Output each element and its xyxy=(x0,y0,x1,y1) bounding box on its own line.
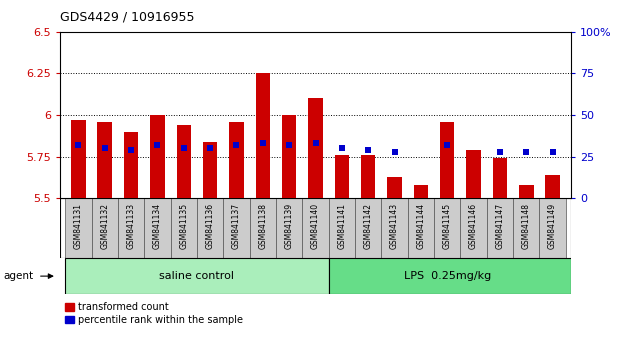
Text: GSM841147: GSM841147 xyxy=(495,203,504,249)
Bar xyxy=(466,150,481,198)
Text: GSM841135: GSM841135 xyxy=(179,203,188,249)
Text: GSM841131: GSM841131 xyxy=(74,203,83,249)
Text: GSM841140: GSM841140 xyxy=(311,203,320,249)
Bar xyxy=(203,142,217,198)
Text: GSM841133: GSM841133 xyxy=(127,203,136,249)
Bar xyxy=(250,198,276,258)
Text: GSM841141: GSM841141 xyxy=(338,203,346,249)
Bar xyxy=(223,198,250,258)
Text: GSM841138: GSM841138 xyxy=(258,203,268,249)
Bar xyxy=(493,158,507,198)
Bar xyxy=(177,125,191,198)
Text: GSM841137: GSM841137 xyxy=(232,203,241,249)
Text: saline control: saline control xyxy=(160,271,235,281)
Text: GSM841136: GSM841136 xyxy=(206,203,215,249)
Bar xyxy=(229,122,244,198)
Bar xyxy=(65,258,329,294)
Text: GSM841132: GSM841132 xyxy=(100,203,109,249)
Bar xyxy=(144,198,170,258)
Text: GSM841144: GSM841144 xyxy=(416,203,425,249)
Bar xyxy=(118,198,144,258)
Text: GSM841134: GSM841134 xyxy=(153,203,162,249)
Bar xyxy=(91,198,118,258)
Bar xyxy=(334,155,349,198)
Bar xyxy=(329,198,355,258)
Text: GSM841146: GSM841146 xyxy=(469,203,478,249)
Bar xyxy=(387,177,402,198)
Bar xyxy=(276,198,302,258)
Text: agent: agent xyxy=(3,271,33,281)
Text: GSM841148: GSM841148 xyxy=(522,203,531,249)
Bar xyxy=(197,198,223,258)
Bar xyxy=(408,198,434,258)
Text: GSM841149: GSM841149 xyxy=(548,203,557,249)
Bar xyxy=(355,198,381,258)
Bar xyxy=(540,198,566,258)
Bar xyxy=(414,185,428,198)
Bar xyxy=(309,98,322,198)
Text: LPS  0.25mg/kg: LPS 0.25mg/kg xyxy=(404,271,491,281)
Bar xyxy=(440,122,454,198)
Text: GSM841143: GSM841143 xyxy=(390,203,399,249)
Bar xyxy=(545,175,560,198)
Bar xyxy=(519,185,534,198)
Bar xyxy=(124,132,138,198)
Bar xyxy=(97,122,112,198)
Bar xyxy=(302,198,329,258)
Bar xyxy=(434,198,461,258)
Bar xyxy=(461,198,487,258)
Text: GDS4429 / 10916955: GDS4429 / 10916955 xyxy=(60,11,194,24)
Text: GSM841145: GSM841145 xyxy=(443,203,452,249)
Bar xyxy=(170,198,197,258)
Bar xyxy=(282,115,297,198)
Bar xyxy=(381,198,408,258)
Bar xyxy=(71,120,86,198)
Text: GSM841139: GSM841139 xyxy=(285,203,293,249)
Bar xyxy=(513,198,540,258)
Legend: transformed count, percentile rank within the sample: transformed count, percentile rank withi… xyxy=(65,302,244,325)
Bar xyxy=(361,155,375,198)
Bar xyxy=(487,198,513,258)
Bar xyxy=(256,74,270,198)
Bar xyxy=(150,115,165,198)
Text: GSM841142: GSM841142 xyxy=(363,203,373,249)
Bar xyxy=(329,258,571,294)
Bar xyxy=(65,198,91,258)
